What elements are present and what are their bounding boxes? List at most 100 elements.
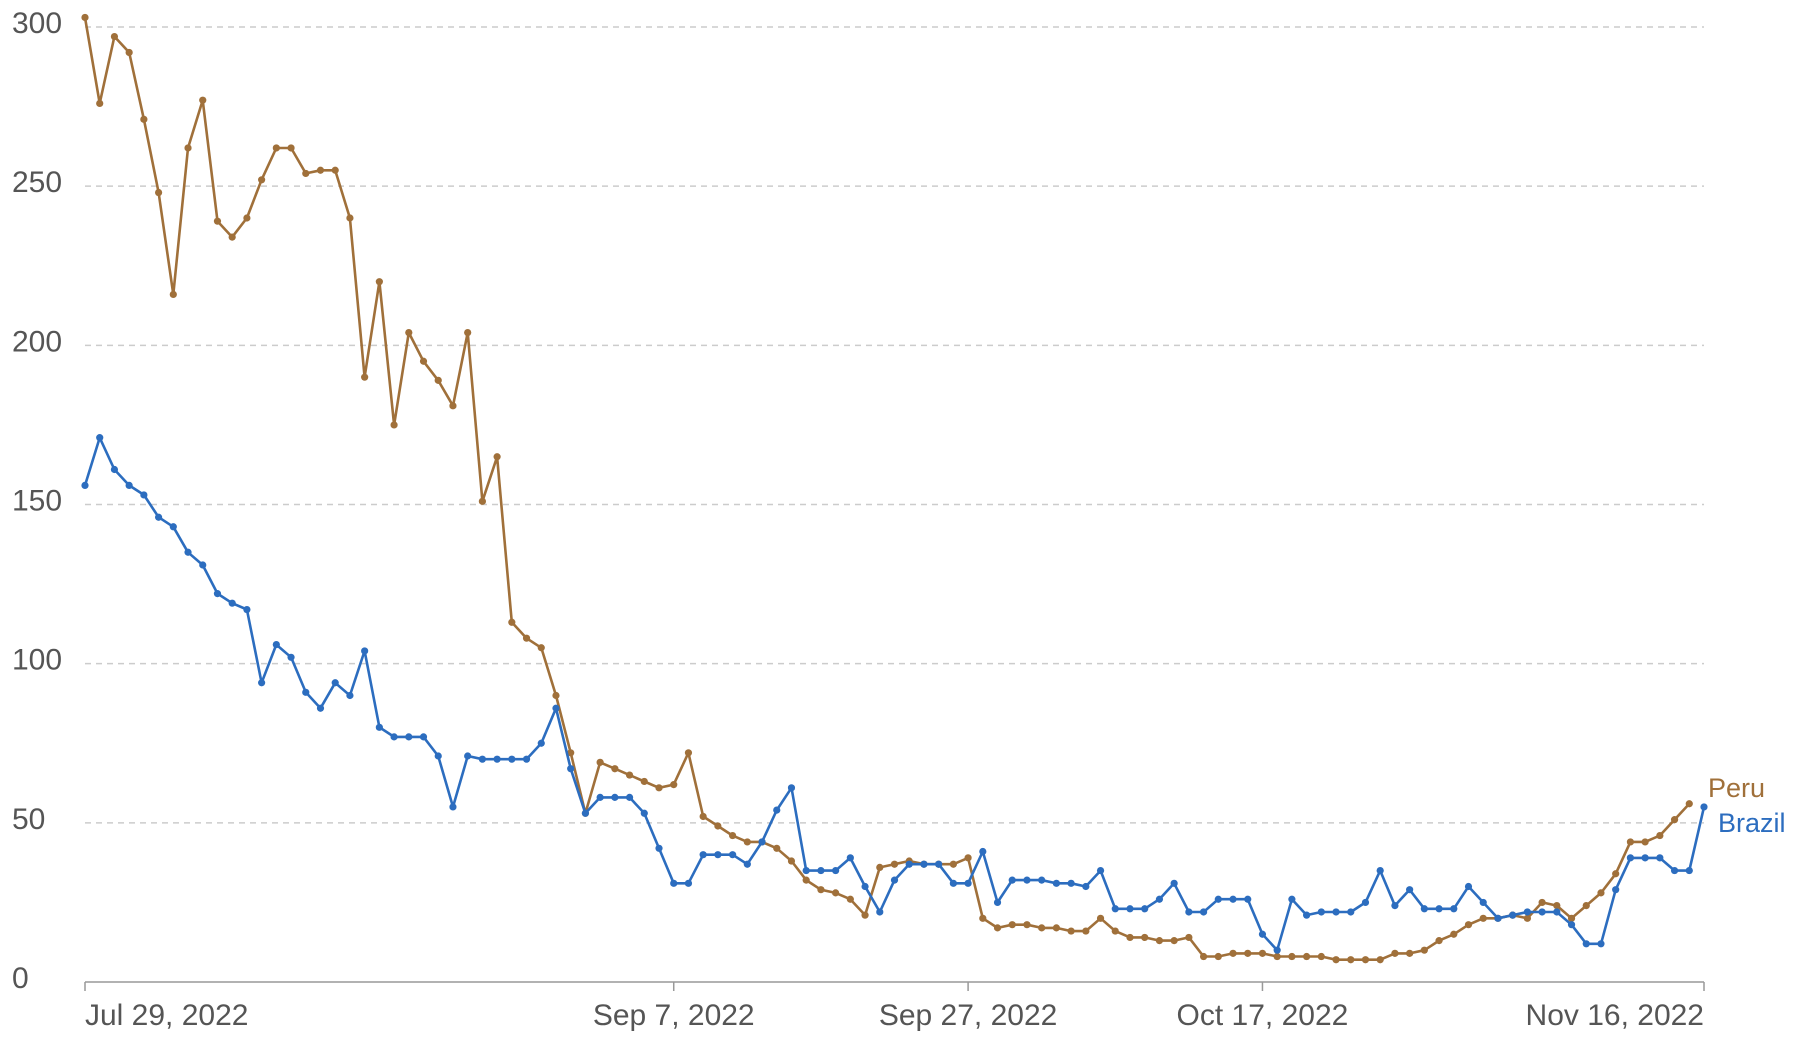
y-tick-label: 250 bbox=[12, 166, 62, 199]
data-point bbox=[920, 860, 928, 868]
data-point bbox=[1685, 866, 1693, 875]
data-point bbox=[1479, 914, 1487, 922]
data-point bbox=[1450, 930, 1458, 938]
series-line bbox=[83, 17, 1691, 961]
data-point bbox=[832, 889, 840, 897]
data-point bbox=[876, 863, 884, 872]
y-tick-label: 100 bbox=[12, 644, 62, 677]
data-point bbox=[729, 831, 737, 840]
data-point bbox=[96, 99, 104, 107]
data-point bbox=[1111, 905, 1119, 913]
data-point bbox=[1420, 946, 1428, 954]
data-point bbox=[1052, 879, 1060, 887]
data-point bbox=[979, 914, 987, 922]
data-point bbox=[1509, 911, 1517, 919]
data-point bbox=[1273, 952, 1281, 961]
data-point bbox=[110, 32, 119, 41]
data-point bbox=[169, 290, 177, 298]
data-point bbox=[743, 838, 751, 846]
data-point bbox=[1332, 956, 1340, 964]
data-point bbox=[1008, 876, 1016, 884]
data-point bbox=[1126, 933, 1134, 942]
data-point bbox=[1464, 882, 1473, 891]
data-point bbox=[302, 169, 310, 178]
data-point bbox=[699, 851, 707, 859]
data-point bbox=[346, 214, 354, 222]
data-point bbox=[1435, 905, 1443, 913]
x-tick-label: Jul 29, 2022 bbox=[85, 999, 248, 1032]
data-point bbox=[96, 434, 104, 442]
data-point bbox=[1361, 956, 1370, 964]
data-point bbox=[1141, 933, 1149, 942]
data-point bbox=[1538, 908, 1546, 916]
data-point bbox=[1170, 879, 1178, 887]
data-point bbox=[1567, 921, 1576, 929]
data-point bbox=[1641, 838, 1649, 846]
data-point bbox=[1023, 921, 1031, 929]
data-point bbox=[640, 809, 648, 817]
data-point bbox=[1626, 838, 1635, 846]
data-point bbox=[758, 838, 766, 846]
data-point bbox=[817, 886, 825, 894]
data-point bbox=[331, 679, 339, 687]
data-point bbox=[1479, 898, 1487, 907]
y-tick-label: 0 bbox=[12, 962, 29, 995]
data-point bbox=[522, 634, 531, 642]
data-point bbox=[1288, 895, 1296, 903]
data-point bbox=[552, 704, 560, 712]
data-point bbox=[1612, 870, 1620, 878]
data-point bbox=[1685, 800, 1693, 808]
data-point bbox=[802, 876, 810, 884]
data-point bbox=[449, 402, 457, 410]
data-point bbox=[287, 144, 295, 152]
data-point bbox=[1597, 940, 1605, 948]
y-tick-label: 50 bbox=[12, 803, 45, 836]
data-point bbox=[684, 749, 693, 757]
data-point bbox=[1391, 902, 1399, 910]
data-point bbox=[846, 895, 854, 903]
data-point bbox=[243, 605, 251, 614]
data-point bbox=[316, 704, 325, 712]
data-point bbox=[154, 513, 163, 521]
data-point bbox=[1067, 927, 1075, 935]
data-point bbox=[184, 144, 192, 152]
data-point bbox=[81, 13, 89, 22]
data-point bbox=[1214, 895, 1222, 903]
data-point bbox=[390, 421, 398, 429]
data-point bbox=[1126, 905, 1134, 913]
data-point bbox=[1641, 854, 1649, 862]
data-point bbox=[1244, 895, 1252, 903]
data-point bbox=[1332, 908, 1340, 916]
series-label: Peru bbox=[1708, 773, 1765, 803]
data-point bbox=[979, 847, 987, 856]
data-point bbox=[1494, 914, 1502, 922]
data-point bbox=[1391, 949, 1399, 957]
data-point bbox=[154, 188, 163, 197]
data-point bbox=[1317, 952, 1325, 961]
y-tick-label: 300 bbox=[12, 7, 62, 40]
data-point bbox=[567, 765, 575, 773]
data-point bbox=[464, 752, 472, 760]
data-point bbox=[1229, 949, 1237, 957]
data-point bbox=[1185, 908, 1193, 916]
data-point bbox=[714, 851, 722, 859]
data-point bbox=[1170, 937, 1178, 945]
x-tick-label: Sep 27, 2022 bbox=[879, 999, 1058, 1032]
data-point bbox=[876, 908, 884, 916]
data-point bbox=[272, 144, 280, 152]
data-point bbox=[434, 752, 442, 760]
data-point bbox=[1258, 949, 1267, 957]
data-point bbox=[964, 879, 972, 887]
data-point bbox=[1523, 908, 1531, 916]
data-point bbox=[1582, 902, 1590, 910]
data-point bbox=[817, 866, 825, 875]
data-point bbox=[1670, 816, 1679, 824]
x-tick-label: Sep 7, 2022 bbox=[593, 999, 755, 1032]
data-point bbox=[110, 465, 119, 474]
data-point bbox=[1361, 898, 1370, 907]
x-tick-label: Oct 17, 2022 bbox=[1177, 999, 1349, 1032]
data-point bbox=[478, 497, 486, 505]
data-point bbox=[243, 214, 251, 222]
series-line bbox=[83, 436, 1706, 952]
data-point bbox=[1141, 905, 1149, 913]
